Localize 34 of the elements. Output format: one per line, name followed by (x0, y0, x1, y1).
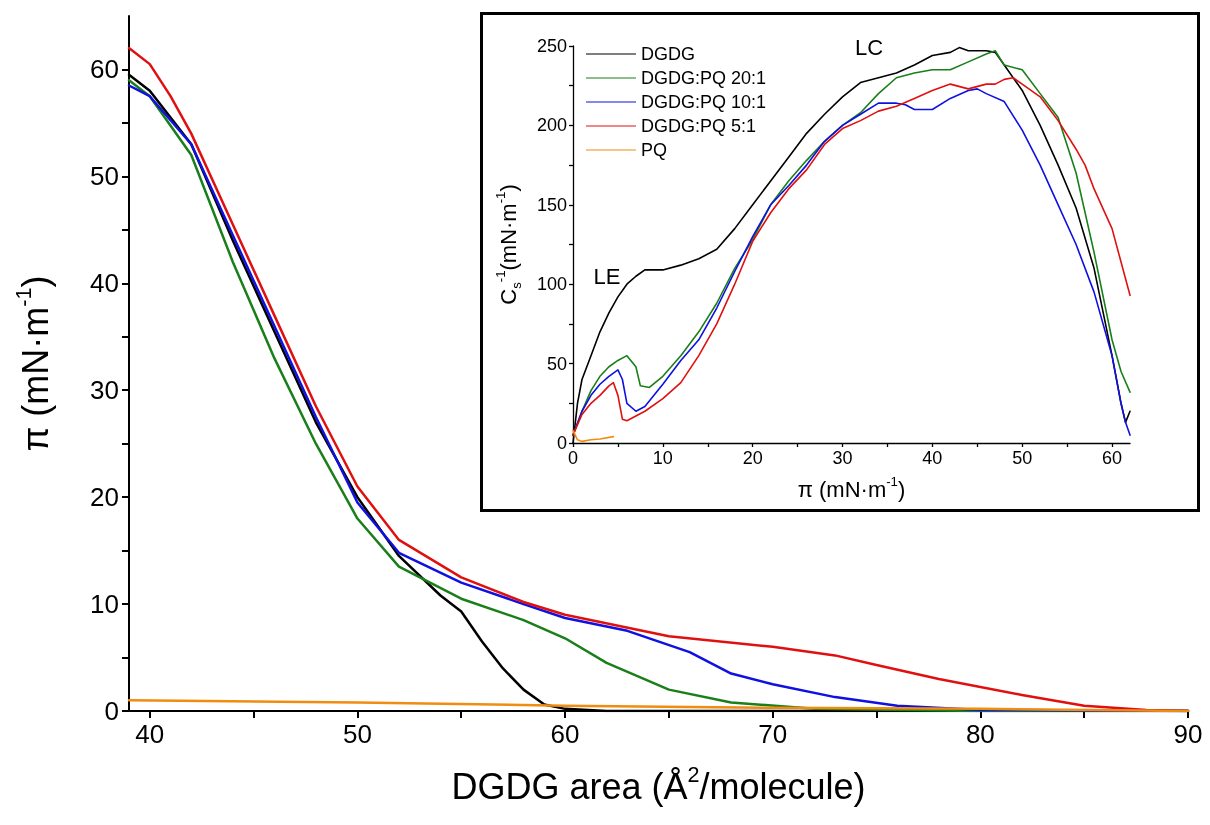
x-tick-label: 20 (742, 448, 763, 468)
legend-label: PQ (641, 140, 668, 160)
y-axis-title: π (mN·m-1) (10, 275, 57, 452)
x-tick-label: 70 (758, 719, 788, 749)
annotation: LC (854, 34, 884, 60)
x-tick-label: 60 (1102, 448, 1123, 468)
line-series (572, 429, 615, 443)
x-tick-label: 30 (832, 448, 853, 468)
x-tick-label: 50 (1012, 448, 1033, 468)
y-tick-label: 100 (536, 274, 567, 295)
annotation: LE (593, 263, 621, 289)
y-axis-title: Cs-1(mN·m-1) (493, 184, 524, 305)
legend-label: DGDG:PQ 10:1 (641, 92, 767, 112)
x-tick-label: 90 (1173, 719, 1203, 749)
x-tick-label: 80 (965, 719, 995, 749)
y-tick-label: 30 (90, 375, 119, 406)
y-tick-label: 250 (536, 36, 567, 56)
legend-label: DGDG:PQ 20:1 (641, 68, 767, 88)
y-tick-label: 150 (536, 194, 567, 215)
y-tick-label: 0 (556, 433, 567, 453)
y-tick-label: 200 (536, 115, 567, 136)
x-tick-label: 10 (652, 448, 673, 468)
x-tick-label: 40 (135, 719, 165, 749)
legend-label: DGDG:PQ 5:1 (641, 116, 757, 136)
y-tick-label: 0 (104, 696, 119, 726)
y-tick-label: 40 (90, 268, 119, 299)
y-tick-label: 20 (90, 482, 119, 513)
legend-label: DGDG (641, 44, 695, 64)
x-tick-label: 40 (922, 448, 943, 468)
x-tick-label: 50 (342, 719, 372, 749)
y-tick-label: 60 (90, 54, 119, 85)
y-tick-label: 50 (90, 161, 119, 192)
y-tick-label: 50 (546, 353, 567, 374)
y-tick-label: 10 (90, 589, 119, 620)
